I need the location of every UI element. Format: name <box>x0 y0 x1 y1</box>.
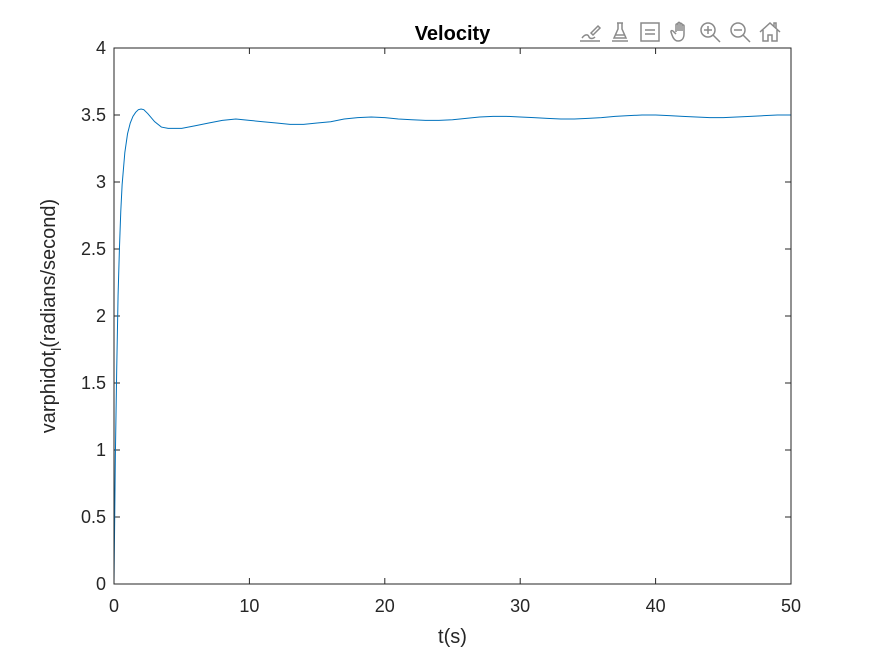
pan-hand-icon <box>670 21 685 42</box>
legend-icon <box>640 22 660 42</box>
y-axis-label: varphidotl(radians/second) <box>38 199 64 433</box>
y-axis-label-subscript: l <box>48 348 64 351</box>
axes-toolbar <box>576 18 784 46</box>
x-tick-label: 30 <box>510 596 530 616</box>
x-tick-label: 20 <box>375 596 395 616</box>
chart-title: Velocity <box>415 23 491 45</box>
y-tick-label: 2 <box>96 306 106 326</box>
zoom-out-button[interactable] <box>726 18 754 46</box>
ticks-layer: 0 10 20 30 40 50 0 0.5 1 1.5 2 2.5 3 3.5 4 <box>81 38 801 616</box>
zoom-in-button[interactable] <box>696 18 724 46</box>
data-tips-icon <box>612 22 628 42</box>
y-tick-label: 3 <box>96 172 106 192</box>
y-tick-label: 1.5 <box>81 373 106 393</box>
y-tick-label: 0.5 <box>81 507 106 527</box>
brush-button[interactable] <box>576 18 604 46</box>
axes-box <box>113 47 792 585</box>
y-tick-label: 0 <box>96 574 106 594</box>
y-axis-label-main: varphidot <box>38 350 60 433</box>
home-icon <box>759 21 781 42</box>
y-tick-label: 2.5 <box>81 239 106 259</box>
brush-icon <box>580 24 602 42</box>
zoom-out-icon <box>730 22 751 43</box>
x-tick-label: 0 <box>109 596 119 616</box>
legend-button[interactable] <box>636 18 664 46</box>
plot-area[interactable] <box>114 48 791 584</box>
pan-button[interactable] <box>666 18 694 46</box>
y-tick-label: 1 <box>96 440 106 460</box>
data-tips-button[interactable] <box>606 18 634 46</box>
x-tick-label: 40 <box>646 596 666 616</box>
zoom-in-icon <box>700 22 721 43</box>
x-axis-label: t(s) <box>438 626 467 648</box>
x-tick-label: 10 <box>239 596 259 616</box>
home-button[interactable] <box>756 18 784 46</box>
series-line-velocity[interactable] <box>113 108 791 585</box>
x-tick-label: 50 <box>781 596 801 616</box>
y-tick-label: 4 <box>96 38 106 58</box>
y-tick-label: 3.5 <box>81 105 106 125</box>
y-axis-label-tail: (radians/second) <box>38 199 60 348</box>
